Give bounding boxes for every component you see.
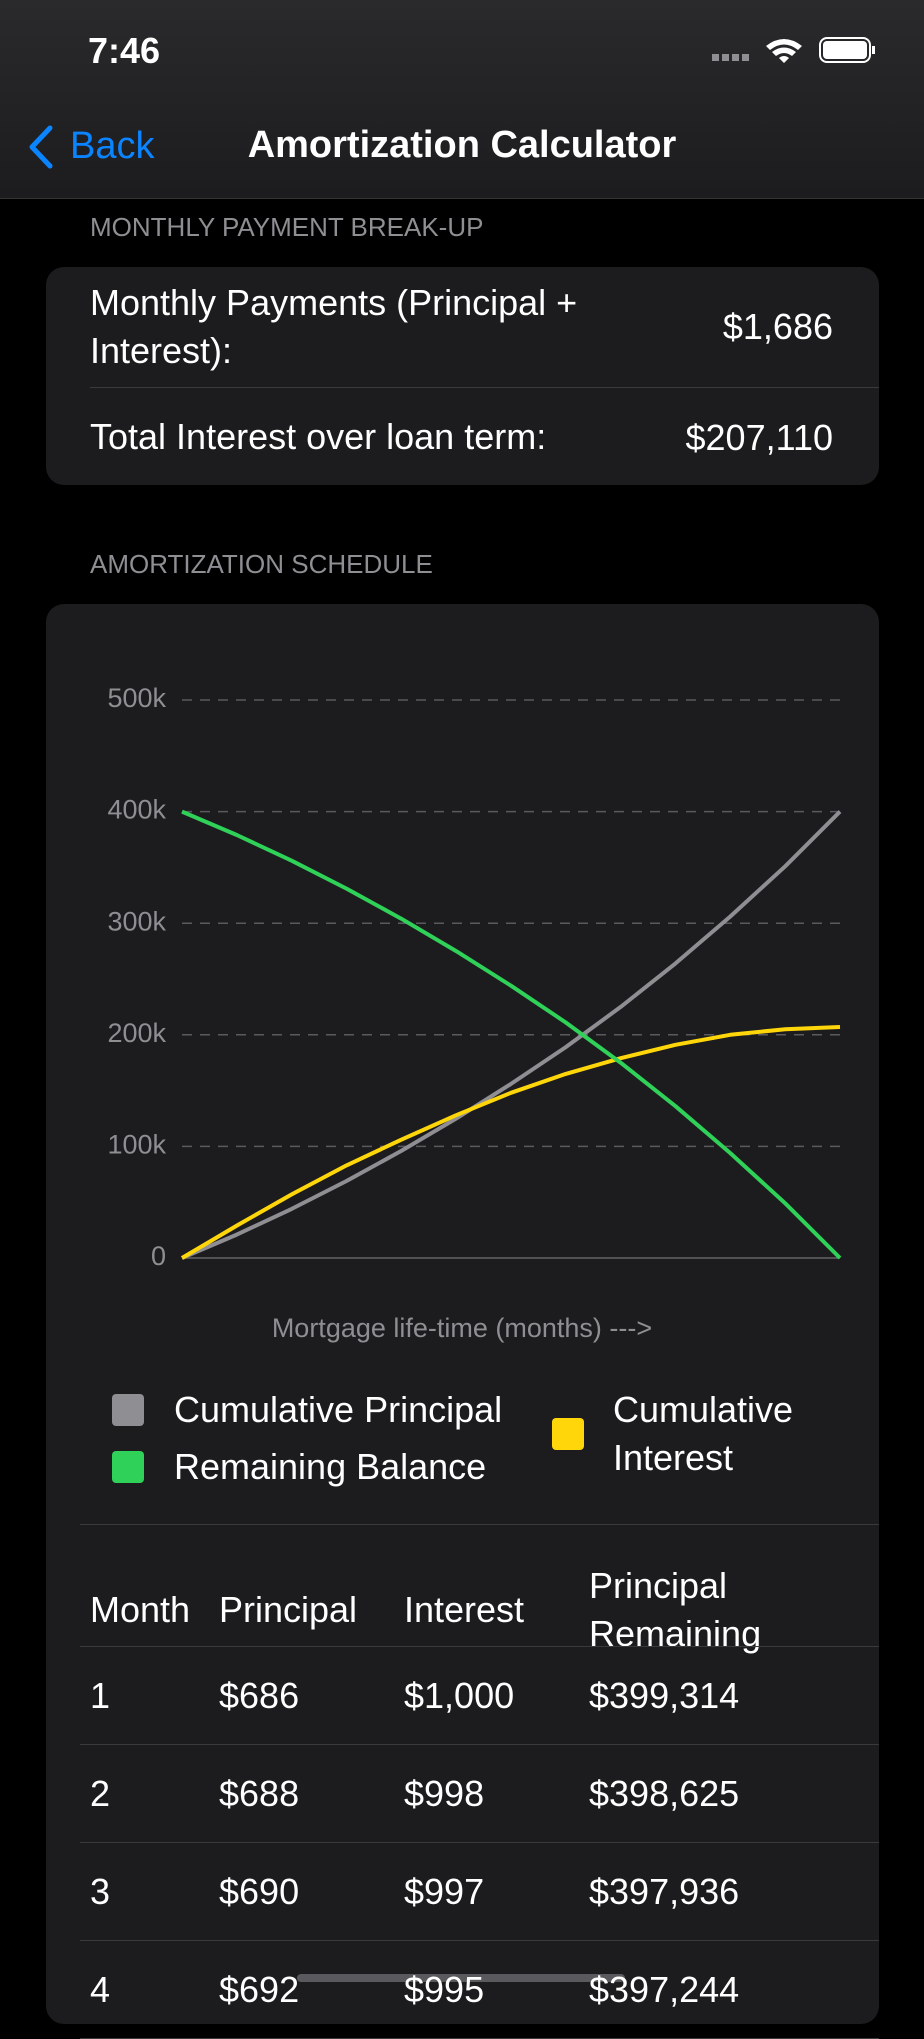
y-tick-label: 400k [107, 795, 166, 825]
table-cell: $1,000 [404, 1675, 515, 1716]
legend-label: Cumulative Interest [613, 1389, 794, 1478]
table-header: Month [90, 1589, 191, 1630]
section-header: MONTHLY PAYMENT BREAK-UP [90, 212, 484, 242]
x-axis-label: Mortgage life-time (months) ---> [272, 1313, 652, 1343]
status-icons [712, 37, 875, 63]
status-time: 7:46 [88, 30, 161, 71]
chart: Mortgage life-time (months) ---> 0 100k 20… [107, 683, 842, 1343]
table-cell: $998 [404, 1773, 485, 1814]
back-button[interactable]: Back [70, 125, 155, 167]
legend-swatch [112, 1451, 144, 1483]
divider [90, 387, 879, 388]
table-cell: $399,314 [589, 1675, 740, 1716]
divider [80, 1524, 879, 1525]
legend-label: Remaining Balance [174, 1446, 487, 1487]
back-chevron[interactable] [26, 124, 56, 170]
navigation-bar [0, 0, 924, 199]
row-label: Total Interest over loan term: [90, 416, 547, 457]
line-series [181, 810, 842, 1260]
table-cell: 1 [90, 1675, 111, 1716]
line-series [181, 809, 842, 1260]
home-indicator [297, 1974, 625, 1982]
divider [80, 1842, 879, 1843]
y-tick-label: 100k [107, 1130, 166, 1160]
table-cell: $995 [404, 1969, 485, 2010]
table-header: Principal [219, 1589, 358, 1630]
y-tick-label: 500k [107, 683, 166, 713]
table-cell: 2 [90, 1773, 111, 1814]
y-tick-label: 200k [107, 1018, 166, 1048]
table-header: Interest [404, 1589, 525, 1630]
table-cell: $688 [219, 1773, 300, 1814]
table-cell: $397,936 [589, 1871, 740, 1912]
divider [80, 1940, 879, 1941]
divider [80, 1744, 879, 1745]
row-value: $1,686 [722, 306, 833, 347]
legend-swatch [112, 1394, 144, 1426]
y-tick-label: 0 [151, 1241, 166, 1271]
table-cell: $686 [219, 1675, 300, 1716]
nav-title: Amortization Calculator [247, 124, 677, 166]
table-cell: $398,625 [589, 1773, 740, 1814]
table-cell: $690 [219, 1871, 300, 1912]
table-cell: $692 [219, 1969, 300, 2010]
table-cell: 3 [90, 1871, 111, 1912]
legend-swatch [552, 1418, 584, 1450]
y-tick-label: 300k [107, 906, 166, 936]
table-cell: $997 [404, 1871, 485, 1912]
divider [80, 1646, 879, 1647]
table-header: Principal Remaining [589, 1565, 762, 1654]
legend-label: Cumulative Principal [174, 1389, 503, 1430]
section-header: AMORTIZATION SCHEDULE [90, 549, 433, 579]
row-value: $207,110 [685, 417, 833, 458]
row-label: Monthly Payments (Principal + Interest): [90, 282, 578, 371]
table-cell: $397,244 [589, 1969, 740, 2010]
schedule-card [46, 604, 879, 2024]
table-cell: 4 [90, 1969, 111, 2010]
line-series [180, 1025, 841, 1260]
payment-card [46, 267, 879, 485]
